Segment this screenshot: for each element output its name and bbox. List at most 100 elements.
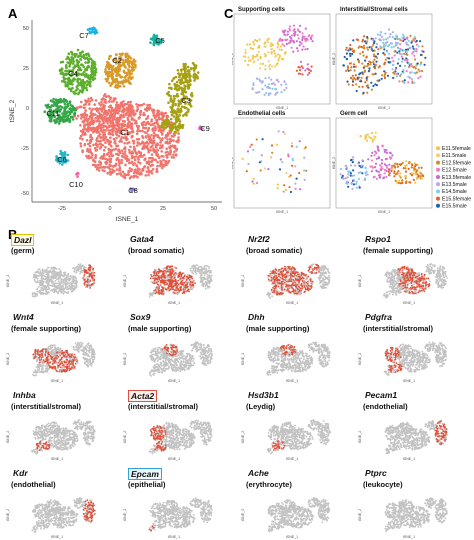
expression-point xyxy=(290,286,293,289)
cell-point xyxy=(150,120,153,123)
sample-point xyxy=(346,65,349,68)
expression-point xyxy=(34,293,37,296)
expression-point xyxy=(291,272,294,275)
cell-point xyxy=(108,63,112,67)
sample-point xyxy=(295,69,298,72)
cell-point xyxy=(91,64,94,67)
expression-point xyxy=(163,291,165,294)
cell-point xyxy=(201,127,204,130)
sample-point xyxy=(256,58,260,61)
cell-point xyxy=(98,114,101,118)
expression-point xyxy=(50,266,53,269)
cell-point xyxy=(176,107,180,111)
cell-point xyxy=(136,129,139,133)
expression-point xyxy=(67,275,70,277)
expression-point xyxy=(160,291,163,294)
sample-point xyxy=(400,52,403,56)
sample-point xyxy=(267,51,270,54)
cell-point xyxy=(52,100,56,104)
expression-point xyxy=(310,284,313,287)
cell-point xyxy=(98,112,102,116)
cell-point xyxy=(114,124,118,127)
cell-point xyxy=(107,75,110,78)
expression-point xyxy=(165,269,168,272)
sample-point xyxy=(405,164,408,167)
expression-point xyxy=(162,277,164,279)
sample-point xyxy=(415,163,418,166)
cell-point xyxy=(128,69,131,72)
cell-point xyxy=(178,120,182,123)
y-tick-label: -25 xyxy=(21,146,29,152)
cell-point xyxy=(165,156,169,159)
expression-point xyxy=(83,279,86,281)
sample-point xyxy=(251,180,254,183)
cell-point xyxy=(174,153,178,156)
expression-point xyxy=(75,281,77,284)
cell-point xyxy=(156,161,159,164)
cell-point xyxy=(109,136,112,139)
sample-point xyxy=(380,165,383,168)
sample-point xyxy=(363,40,367,43)
expression-point xyxy=(286,284,289,286)
cell-point xyxy=(172,153,175,157)
cell-point xyxy=(166,138,169,141)
cell-point xyxy=(93,66,96,69)
sample-point xyxy=(391,56,394,59)
expression-point xyxy=(91,272,93,274)
cell-point xyxy=(62,76,65,79)
expression-point xyxy=(62,290,65,292)
sample-point xyxy=(390,168,394,171)
sample-point xyxy=(302,45,305,48)
expression-point xyxy=(34,276,37,279)
cell-point xyxy=(66,159,70,162)
sample-point xyxy=(376,56,379,59)
sample-point xyxy=(341,177,344,180)
sample-point xyxy=(259,169,262,172)
expression-point xyxy=(305,285,308,287)
cell-point xyxy=(110,66,114,69)
sample-point xyxy=(386,56,389,60)
sample-point xyxy=(244,49,247,52)
sample-point xyxy=(351,84,354,87)
sample-point xyxy=(260,154,263,157)
expression-point xyxy=(73,285,76,287)
cell-point xyxy=(122,85,126,88)
expression-point xyxy=(292,279,295,282)
cell-point xyxy=(84,109,87,112)
cell-point xyxy=(114,78,117,81)
expression-point xyxy=(287,265,290,268)
cell-point xyxy=(134,63,137,67)
expression-point xyxy=(303,291,306,293)
expression-point xyxy=(168,273,171,276)
expression-point xyxy=(84,266,87,269)
expression-point xyxy=(49,269,51,272)
x-tick-label: 25 xyxy=(160,206,166,212)
sample-point xyxy=(369,165,372,168)
cell-point xyxy=(149,164,152,168)
sample-point xyxy=(396,72,399,75)
cell-point xyxy=(157,156,161,160)
mini-x-label: tSNE_1 xyxy=(51,301,63,305)
cell-point xyxy=(105,160,108,164)
sample-point xyxy=(413,39,416,42)
cell-point xyxy=(78,137,82,140)
expression-point xyxy=(76,281,79,284)
sample-point xyxy=(376,52,379,56)
cell-point xyxy=(169,110,173,114)
cell-point xyxy=(135,172,139,175)
expression-point xyxy=(45,288,48,291)
cell-point xyxy=(169,98,173,102)
sample-point xyxy=(351,74,354,77)
cell-point xyxy=(81,149,84,152)
cell-point xyxy=(124,54,127,57)
cell-point xyxy=(121,81,125,84)
sample-point xyxy=(366,173,369,176)
tsne-points xyxy=(43,26,204,193)
cell-point xyxy=(109,173,112,176)
sample-point xyxy=(383,75,386,78)
expression-point xyxy=(153,279,156,282)
expression-point xyxy=(159,275,161,277)
cell-point xyxy=(146,147,149,150)
cell-point xyxy=(141,134,144,138)
